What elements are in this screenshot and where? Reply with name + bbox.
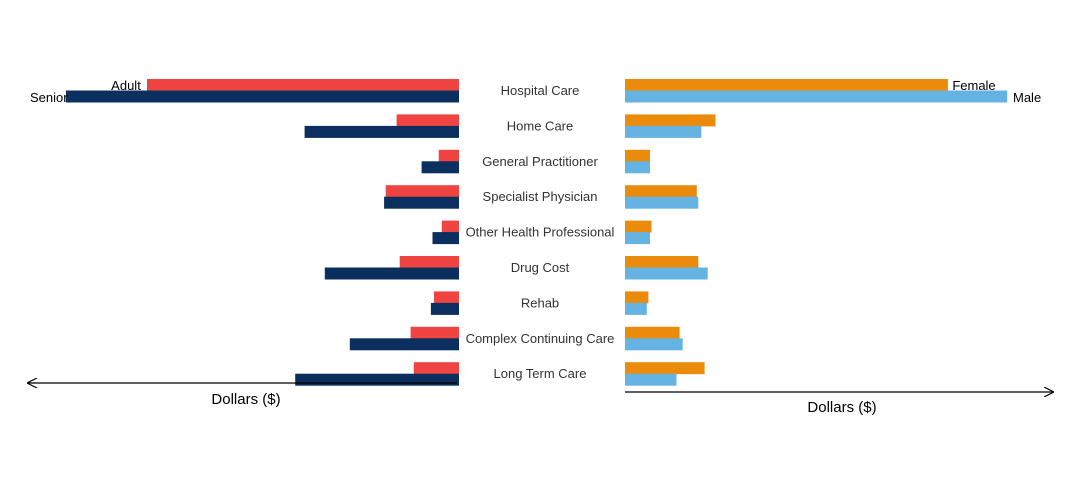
bar-male-long-term-care bbox=[625, 373, 677, 386]
legend-male: Male bbox=[1013, 90, 1041, 105]
bar-female-general-practitioner bbox=[625, 149, 650, 162]
category-label-general-practitioner: General Practitioner bbox=[482, 154, 598, 169]
category-labels: Hospital Care Home Care General Practition… bbox=[466, 83, 615, 381]
right-panel-bars bbox=[625, 79, 1008, 386]
bar-senior-home-care bbox=[304, 125, 459, 138]
bar-senior-drug-cost bbox=[324, 267, 459, 280]
bar-female-specialist-physician bbox=[625, 185, 697, 198]
category-label-complex-continuing-care: Complex Continuing Care bbox=[466, 331, 615, 346]
category-label-drug-cost: Drug Cost bbox=[511, 260, 570, 275]
bar-senior-specialist-physician bbox=[384, 196, 459, 209]
bar-female-rehab bbox=[625, 291, 649, 304]
bar-male-home-care bbox=[625, 125, 702, 138]
bar-male-rehab bbox=[625, 302, 647, 315]
bar-adult-drug-cost bbox=[399, 256, 459, 268]
category-label-rehab: Rehab bbox=[521, 295, 559, 310]
bar-senior-general-practitioner bbox=[421, 161, 459, 174]
bar-senior-long-term-care bbox=[295, 373, 459, 386]
bar-female-hospital-care bbox=[625, 79, 948, 91]
bar-senior-complex-continuing-care bbox=[349, 338, 459, 351]
bar-male-other-health-professional bbox=[625, 232, 650, 245]
bar-female-home-care bbox=[625, 114, 716, 127]
category-label-specialist-physician: Specialist Physician bbox=[483, 189, 598, 204]
bar-adult-long-term-care bbox=[413, 362, 459, 375]
bar-senior-hospital-care bbox=[65, 90, 460, 103]
left-x-axis-label: Dollars ($) bbox=[211, 391, 280, 408]
bar-male-drug-cost bbox=[625, 267, 708, 280]
category-label-hospital-care: Hospital Care bbox=[501, 83, 580, 98]
bar-adult-hospital-care bbox=[147, 79, 459, 91]
bar-female-long-term-care bbox=[625, 362, 705, 375]
bar-male-complex-continuing-care bbox=[625, 338, 683, 351]
bar-senior-other-health-professional bbox=[432, 232, 459, 245]
bar-male-general-practitioner bbox=[625, 161, 650, 174]
bar-adult-home-care bbox=[396, 114, 459, 127]
legend-adult: Adult bbox=[111, 78, 141, 93]
legend-senior: Senior bbox=[30, 90, 68, 105]
left-panel-bars bbox=[65, 79, 460, 386]
category-label-home-care: Home Care bbox=[507, 118, 573, 133]
category-label-long-term-care: Long Term Care bbox=[494, 366, 587, 381]
bar-adult-complex-continuing-care bbox=[410, 326, 459, 339]
bar-adult-specialist-physician bbox=[385, 185, 459, 198]
bar-male-specialist-physician bbox=[625, 196, 699, 209]
bar-male-hospital-care bbox=[625, 90, 1008, 103]
bar-adult-other-health-professional bbox=[441, 220, 459, 233]
right-x-axis-label: Dollars ($) bbox=[807, 399, 876, 416]
bar-adult-general-practitioner bbox=[438, 149, 459, 162]
bar-female-drug-cost bbox=[625, 256, 699, 268]
category-label-other-health-professional: Other Health Professional bbox=[466, 225, 615, 240]
bar-senior-rehab bbox=[430, 302, 459, 315]
bar-female-complex-continuing-care bbox=[625, 326, 680, 339]
legend-female: Female bbox=[952, 78, 995, 93]
bar-female-other-health-professional bbox=[625, 220, 652, 233]
bar-adult-rehab bbox=[434, 291, 459, 304]
